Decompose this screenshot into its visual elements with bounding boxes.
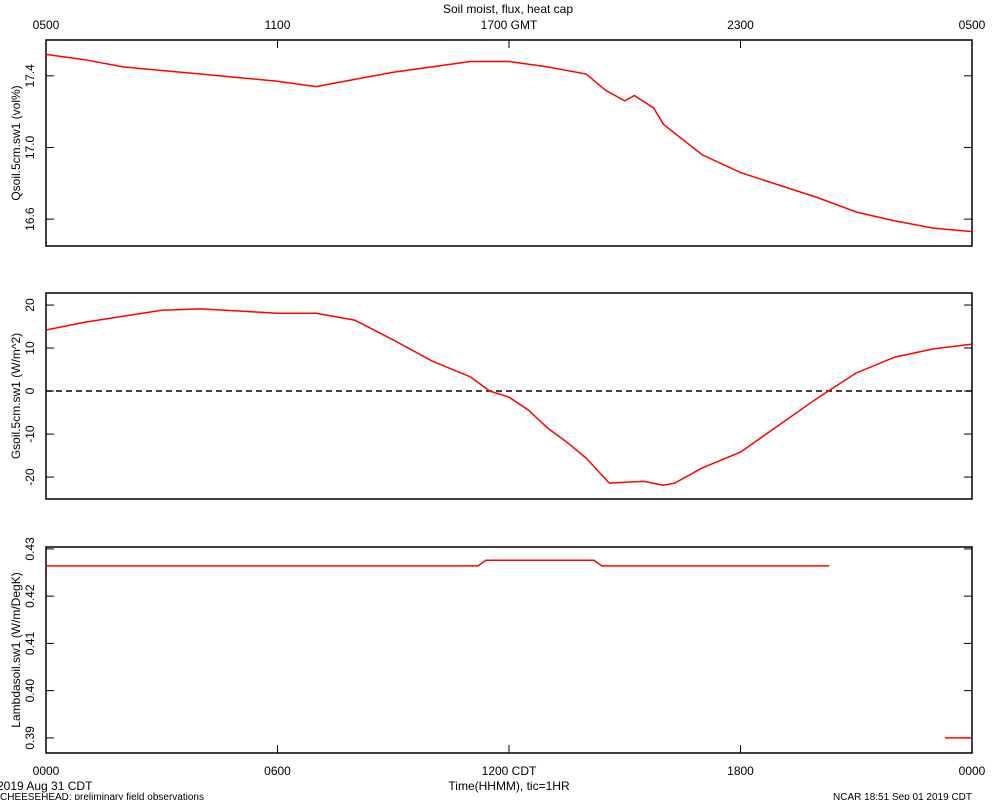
- x2-tick-label: 0500: [959, 18, 986, 32]
- footer-date: 2019 Aug 31 CDT: [0, 779, 93, 793]
- y-tick-label: 20: [23, 298, 37, 312]
- y-tick-label: 0.42: [23, 584, 37, 608]
- x-tick-label: 1200 CDT: [482, 764, 537, 778]
- data-line: [46, 559, 972, 739]
- plot-frame: [45, 546, 973, 754]
- y-tick-label: -10: [23, 425, 37, 443]
- y-axis-label: Qsoil.5cm.sw1 (vol%): [9, 85, 23, 200]
- plot-frame: [45, 292, 973, 500]
- x-axis-label: Time(HHMM), tic=1HR: [448, 779, 570, 793]
- y-tick-label: 0.41: [23, 631, 37, 655]
- y-tick-label: 10: [23, 341, 37, 355]
- y-axis-label: Gsoil.5cm.sw1 (W/m^2): [9, 333, 23, 459]
- x-tick-label: 0600: [264, 764, 291, 778]
- x2-tick-label: 1700 GMT: [481, 18, 538, 32]
- data-line: [45, 53, 973, 233]
- chart-title: Soil moist, flux, heat cap: [443, 2, 573, 16]
- y-axis-label: Lambdasoil.sw1 (W/m/DegK): [9, 572, 23, 727]
- footer-stamp: NCAR 18:51 Sep 01 2019 CDT: [833, 792, 972, 800]
- y-tick-label: 17.4: [23, 64, 37, 88]
- x2-tick-label: 2300: [727, 18, 754, 32]
- data-line: [45, 308, 973, 487]
- footer-project: CHEESEHEAD: preliminary field observatio…: [0, 792, 204, 800]
- y-tick-label: 0.39: [23, 726, 37, 750]
- y-tick-label: 0.43: [23, 537, 37, 561]
- x-tick-label: 0000: [959, 764, 986, 778]
- y-tick-label: 0.40: [23, 679, 37, 703]
- y-tick-label: 17.0: [23, 135, 37, 159]
- x-tick-label: 1800: [727, 764, 754, 778]
- plot-frame: [45, 39, 973, 247]
- x2-tick-label: 1100: [265, 18, 291, 32]
- y-tick-label: -20: [23, 468, 37, 486]
- y-tick-label: 0: [23, 387, 37, 394]
- x2-tick-label: 0500: [33, 18, 60, 32]
- x-tick-label: 0000: [33, 764, 60, 778]
- y-tick-label: 16.6: [23, 207, 37, 231]
